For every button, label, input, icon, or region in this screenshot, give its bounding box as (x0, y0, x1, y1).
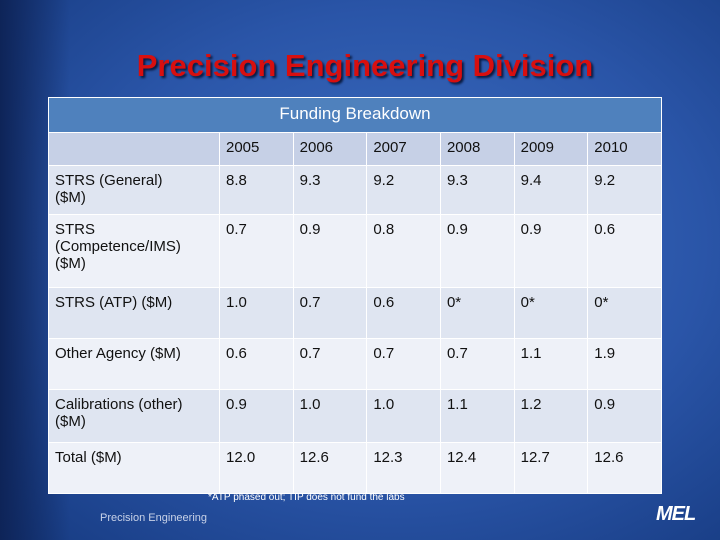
row-label: Other Agency ($M) (55, 345, 181, 362)
column-header: 2010 (587, 132, 662, 166)
column-header: 2008 (439, 132, 515, 166)
column-header: 2009 (513, 132, 589, 166)
row-label-cell: Total ($M) (48, 442, 220, 494)
row-label: STRS (ATP) ($M) (55, 294, 173, 311)
value-cell: 0.7 (439, 338, 515, 390)
footnote: *ATP phased out; TIP does not fund the l… (208, 492, 405, 503)
value-cell: 0.7 (292, 338, 368, 390)
data-row: Total ($M) 12.0 12.6 12.3 12.4 12.7 12.6 (48, 442, 662, 494)
value-cell: 0.6 (366, 287, 441, 339)
data-row: STRS (General) ($M) 8.8 9.3 9.2 9.3 9.4 9.2 (48, 165, 662, 215)
value-cell: 12.7 (513, 442, 589, 494)
row-label-cell: STRS (ATP) ($M) (48, 287, 220, 339)
logo: MEL (656, 503, 696, 525)
value-cell: 0.9 (292, 214, 368, 288)
table-caption: Funding Breakdown (48, 97, 662, 133)
value-cell: 1.1 (513, 338, 589, 390)
caption-row: Funding Breakdown (48, 97, 662, 133)
value-cell: 12.6 (587, 442, 662, 494)
value-cell: 9.3 (439, 165, 515, 215)
value-cell: 1.0 (219, 287, 294, 339)
value-cell: 1.0 (292, 389, 368, 443)
data-row: Other Agency ($M) 0.6 0.7 0.7 0.7 1.1 1.9 (48, 338, 662, 390)
slide-title: Precision Engineering Division (136, 48, 594, 83)
table-body: Funding Breakdown 2005 2006 2007 2008 2009 20… (48, 97, 662, 494)
corner-cell (48, 132, 220, 166)
header-row: 2005 2006 2007 2008 2009 2010 (48, 132, 662, 166)
value-cell: 0.7 (366, 338, 441, 390)
funding-table: Funding Breakdown 2005 2006 2007 2008 2009 20… (48, 97, 662, 494)
row-label: Total ($M) (55, 449, 122, 466)
value-cell: 0* (587, 287, 662, 339)
value-cell: 1.2 (513, 389, 589, 443)
value-cell: 0* (513, 287, 589, 339)
row-label-cell: STRS (General) ($M) (48, 165, 220, 215)
value-cell: 0.8 (366, 214, 441, 288)
value-cell: 9.2 (366, 165, 441, 215)
row-label: Calibrations (other) ($M) (55, 396, 183, 430)
row-label: STRS (Competence/IMS) ($M) (55, 221, 181, 272)
data-row: STRS (Competence/IMS) ($M) 0.7 0.9 0.8 0.9 0.… (48, 214, 662, 288)
value-cell: 1.1 (439, 389, 515, 443)
value-cell: 12.4 (439, 442, 515, 494)
value-cell: 12.6 (292, 442, 368, 494)
row-label-cell: STRS (Competence/IMS) ($M) (48, 214, 220, 288)
row-label: STRS (General) ($M) (55, 172, 163, 206)
value-cell: 1.9 (587, 338, 662, 390)
row-label-cell: Calibrations (other) ($M) (48, 389, 220, 443)
value-cell: 12.0 (219, 442, 294, 494)
value-cell: 1.0 (366, 389, 441, 443)
value-cell: 0.9 (513, 214, 589, 288)
value-cell: 0.9 (219, 389, 294, 443)
row-label-cell: Other Agency ($M) (48, 338, 220, 390)
value-cell: 9.2 (587, 165, 662, 215)
value-cell: 0* (439, 287, 515, 339)
value-cell: 0.6 (219, 338, 294, 390)
value-cell: 8.8 (219, 165, 294, 215)
value-cell: 0.9 (587, 389, 662, 443)
value-cell: 0.7 (219, 214, 294, 288)
footer: Precision Engineering (100, 512, 208, 524)
column-header: 2007 (366, 132, 441, 166)
data-row: Calibrations (other) ($M) 0.9 1.0 1.0 1.1 1.2… (48, 389, 662, 443)
value-cell: 0.6 (587, 214, 662, 288)
value-cell: 9.4 (513, 165, 589, 215)
column-header: 2006 (292, 132, 368, 166)
value-cell: 9.3 (292, 165, 368, 215)
data-row: STRS (ATP) ($M) 1.0 0.7 0.6 0* 0* 0* (48, 287, 662, 339)
column-header: 2005 (219, 132, 294, 166)
value-cell: 0.7 (292, 287, 368, 339)
value-cell: 0.9 (439, 214, 515, 288)
value-cell: 12.3 (366, 442, 441, 494)
